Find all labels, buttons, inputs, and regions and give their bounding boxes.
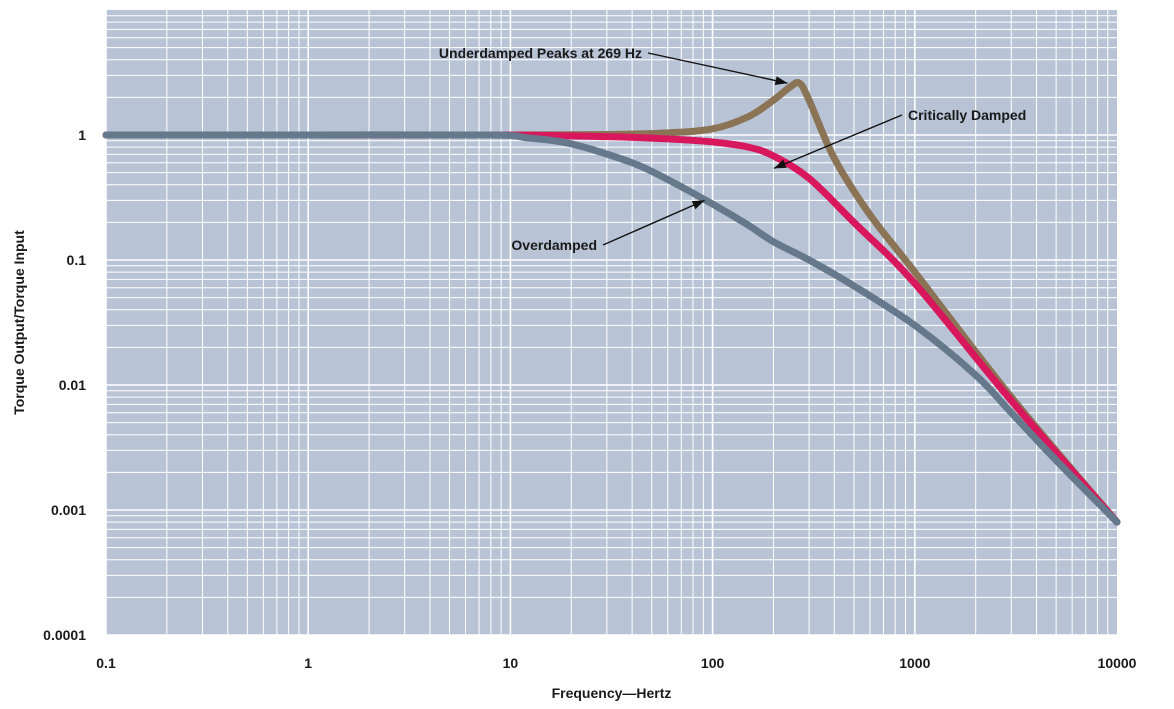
annotation-arrowhead-2 xyxy=(691,200,705,210)
plot-area xyxy=(106,10,1117,635)
annotation-label-0: Underdamped Peaks at 269 Hz xyxy=(439,45,642,61)
annotation-arrow-0 xyxy=(647,52,788,84)
x-tick-label: 100 xyxy=(701,655,725,671)
annotation-label-2: Overdamped xyxy=(511,237,597,253)
x-tick-label: 1000 xyxy=(899,655,930,671)
x-tick-label: 0.1 xyxy=(96,655,116,671)
annotation-arrow-1 xyxy=(773,114,903,170)
tick-labels: 0.1 1 10 100 1000 10000 0.0001 0.001 0.01 0.1 1 xyxy=(43,127,1137,671)
x-tick-label: 1 xyxy=(304,655,312,671)
y-tick-label: 1 xyxy=(78,127,86,143)
x-tick-label: 10000 xyxy=(1098,655,1137,671)
annotation-arrowhead-0 xyxy=(774,76,788,85)
annotation-arrow-2 xyxy=(602,199,705,246)
x-axis-title: Frequency—Hertz xyxy=(552,685,672,701)
y-tick-label: 0.001 xyxy=(51,502,86,518)
x-tick-label: 10 xyxy=(503,655,519,671)
annotations: Underdamped Peaks at 269 Hz Critically Da… xyxy=(439,45,1026,253)
grid xyxy=(105,10,1117,636)
series-line-2 xyxy=(102,131,1121,526)
y-tick-label: 0.1 xyxy=(67,252,87,268)
y-tick-label: 0.01 xyxy=(59,377,86,393)
annotation-label-1: Critically Damped xyxy=(908,107,1026,123)
y-tick-label: 0.0001 xyxy=(43,627,86,643)
y-axis-title: Torque Output/Torque Input xyxy=(11,230,27,415)
annotation-arrowhead-1 xyxy=(773,159,787,169)
series-layer xyxy=(102,79,1121,526)
